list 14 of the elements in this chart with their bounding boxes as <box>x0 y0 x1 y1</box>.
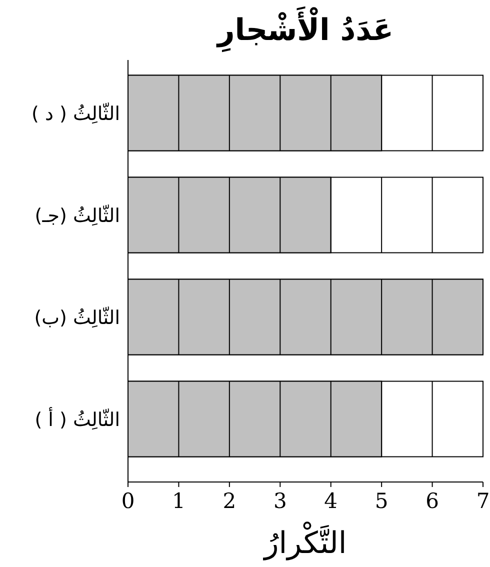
x-axis-title: التَّكْرارُ <box>262 520 347 561</box>
x-tick-label: 5 <box>374 489 388 513</box>
x-tick-label: 0 <box>121 489 135 513</box>
y-tick-label: الثّالِثُ ( د ) <box>32 102 120 125</box>
x-tick-label: 3 <box>273 489 287 513</box>
x-tick-label: 6 <box>426 489 439 513</box>
x-tick-label: 2 <box>222 489 236 513</box>
x-tick-label: 1 <box>172 489 186 513</box>
y-tick-label: الثّالِثُ ( أ ) <box>34 407 120 431</box>
chart-title: عَدَدُ الْأَشْجارِ <box>216 6 394 54</box>
y-tick-label: الثّالِثُ (ب) <box>34 306 120 329</box>
y-tick-label: الثّالِثُ (جـ) <box>34 204 120 227</box>
x-tick-label: 7 <box>476 489 490 513</box>
x-tick-label: 4 <box>324 489 338 513</box>
